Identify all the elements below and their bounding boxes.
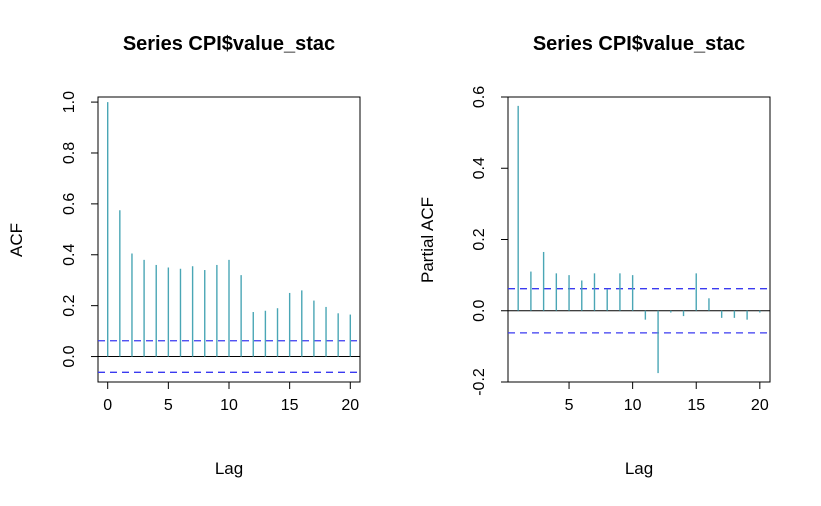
acf-y-tick-label: 0.4: [61, 244, 78, 266]
acf-x-tick-label: 0: [103, 397, 112, 414]
acf-y-tick-label: 0.8: [61, 142, 78, 164]
acf-x-axis-label: Lag: [215, 459, 243, 478]
acf-x-tick-label: 15: [281, 397, 299, 414]
pacf-title: Series CPI$value_stac: [533, 33, 745, 55]
pacf-y-tick-label: 0.6: [471, 86, 488, 108]
pacf-marks: 5 10 15 20 -0.2 0.0 0.2 0.4 0.6: [471, 86, 770, 414]
pacf-y-axis-label: Partial ACF: [418, 197, 437, 283]
acf-y-tick-label: 0.2: [61, 294, 78, 316]
pacf-panel: Series CPI$value_stac Lag Partial ACF 5 1…: [418, 33, 771, 478]
acf-x-tick-label: 10: [220, 397, 238, 414]
pacf-x-axis-label: Lag: [625, 459, 653, 478]
acf-panel: Series CPI$value_stac Lag ACF 0 5 10 15 20 0.…: [7, 33, 361, 478]
pacf-y-tick-label: 0.0: [471, 300, 488, 322]
pacf-x-tick-label: 15: [687, 397, 705, 414]
pacf-y-tick-label: 0.2: [471, 228, 488, 250]
pacf-x-tick-label: 10: [624, 397, 642, 414]
acf-marks: 0 5 10 15 20 0.0 0.2 0.4 0.6 0.8 1.0: [61, 91, 360, 414]
acf-y-tick-label: 0.0: [61, 345, 78, 367]
acf-y-axis-label: ACF: [7, 223, 26, 257]
pacf-y-tick-label: -0.2: [471, 368, 488, 396]
acf-title: Series CPI$value_stac: [123, 33, 335, 55]
pacf-y-tick-label: 0.4: [471, 157, 488, 179]
acf-x-tick-label: 20: [341, 397, 359, 414]
acf-y-tick-label: 0.6: [61, 193, 78, 215]
acf-x-tick-label: 5: [164, 397, 173, 414]
pacf-plot-frame: [507, 96, 771, 383]
pacf-x-tick-label: 5: [565, 397, 574, 414]
pacf-x-tick-label: 20: [751, 397, 769, 414]
acf-y-tick-label: 1.0: [61, 91, 78, 113]
